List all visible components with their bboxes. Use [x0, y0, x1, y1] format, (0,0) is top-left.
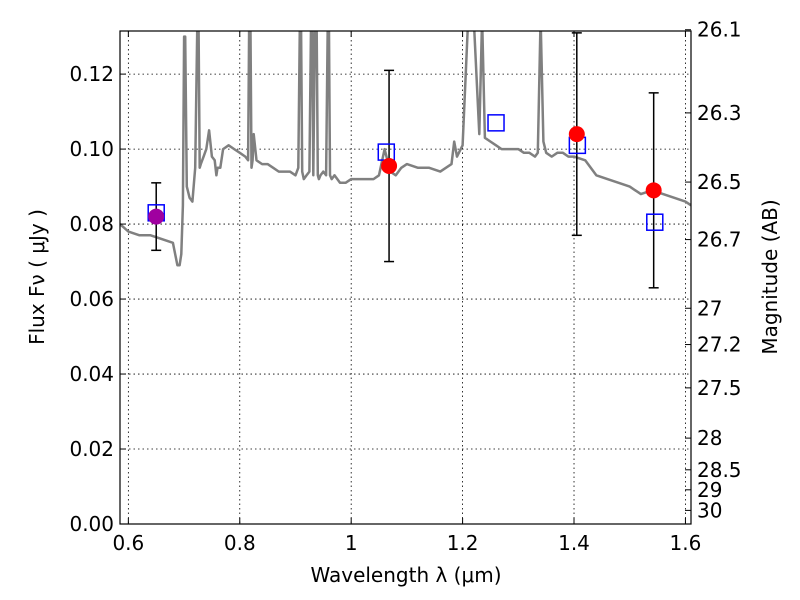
- x-tick-label: 0.6: [112, 531, 144, 555]
- observed-point: [645, 182, 662, 199]
- x-tick-label: 1.4: [558, 531, 590, 555]
- mag-tick-label: 29: [697, 478, 722, 502]
- observed-markers: [148, 126, 662, 225]
- x-axis-ticks: 0.6 0.8 1 1.2 1.4 1.6: [112, 31, 701, 555]
- y-tick-label: 0.12: [69, 62, 114, 86]
- mag-tick-label: 26.1: [697, 18, 742, 42]
- grid: [120, 31, 691, 525]
- mag-tick-label: 27.2: [697, 333, 742, 357]
- right-axis-label: Magnitude (AB): [758, 199, 782, 354]
- y-tick-label: 0.06: [69, 287, 114, 311]
- mag-tick-label: 26.7: [697, 228, 742, 252]
- y-tick-label: 0.10: [69, 137, 114, 161]
- synthetic-markers: [147, 114, 664, 231]
- x-axis-label: Wavelength λ (μm): [310, 563, 501, 587]
- x-tick-label: 0.8: [224, 531, 256, 555]
- synthetic-point: [487, 114, 505, 132]
- observed-point: [381, 157, 398, 174]
- mag-tick-label: 27.5: [697, 376, 742, 400]
- mag-tick-label: 30: [697, 498, 722, 522]
- y-axis-label: Flux Fν ( μJy ): [25, 209, 49, 345]
- mag-tick-label: 28.5: [697, 458, 742, 482]
- observed-point: [568, 126, 585, 143]
- mag-tick-label: 26.5: [697, 170, 742, 194]
- observed-point: [148, 208, 165, 225]
- spectrum-line: [120, 31, 691, 267]
- mag-tick-label: 26.3: [697, 101, 742, 125]
- spectrum-layer: [120, 31, 691, 267]
- y-tick-label: 0.02: [69, 437, 114, 461]
- y-tick-label: 0.08: [69, 212, 114, 236]
- y-axis-ticks: 0.00 0.02 0.04 0.06 0.08 0.10 0.12: [69, 62, 126, 536]
- x-tick-label: 1.6: [670, 531, 702, 555]
- x-tick-label: 1: [345, 531, 358, 555]
- synthetic-point: [646, 213, 664, 231]
- y-tick-label: 0.00: [69, 512, 114, 536]
- x-tick-label: 1.2: [447, 531, 479, 555]
- mag-tick-label: 27: [697, 296, 722, 320]
- plot-frame: [119, 30, 692, 525]
- mag-tick-label: 28: [697, 426, 722, 450]
- y-tick-label: 0.04: [69, 362, 114, 386]
